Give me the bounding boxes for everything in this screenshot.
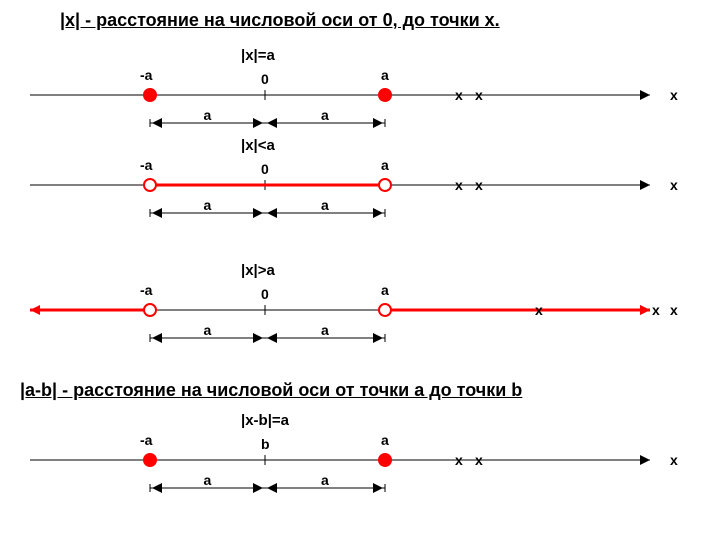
formula-0: |x|=a xyxy=(241,47,275,64)
seg-left-2: a xyxy=(204,322,212,338)
label-x-1: x xyxy=(670,177,678,193)
formula-1: |x|<a xyxy=(241,137,275,154)
axis-x-1: x xyxy=(475,177,483,193)
point-pos-a xyxy=(379,179,391,191)
formula-3: |x-b|=a xyxy=(241,412,289,429)
number-line-2 xyxy=(0,270,720,350)
axis-x-2: x xyxy=(535,302,543,318)
point-neg-a xyxy=(144,179,156,191)
point-neg-a xyxy=(144,454,156,466)
label-neg-a-0: -a xyxy=(140,67,152,83)
number-line-0 xyxy=(0,55,720,135)
label-center-1: 0 xyxy=(261,161,269,177)
seg-right-0: a xyxy=(321,107,329,123)
point-pos-a xyxy=(379,454,391,466)
label-pos-a-1: a xyxy=(381,157,389,173)
label-pos-a-3: a xyxy=(381,432,389,448)
seg-right-1: a xyxy=(321,197,329,213)
x-label-1: x xyxy=(455,177,463,193)
point-pos-a xyxy=(379,304,391,316)
number-line-3 xyxy=(0,420,720,500)
label-center-0: 0 xyxy=(261,71,269,87)
label-pos-a-0: a xyxy=(381,67,389,83)
point-neg-a xyxy=(144,89,156,101)
axis-x-3: x xyxy=(475,452,483,468)
label-x-2: x xyxy=(670,302,678,318)
x-label-0: x xyxy=(455,87,463,103)
label-neg-a-3: -a xyxy=(140,432,152,448)
label-center-3: b xyxy=(261,436,270,452)
label-x-0: x xyxy=(670,87,678,103)
point-pos-a xyxy=(379,89,391,101)
title-2: |a-b| - расстояние на числовой оси от то… xyxy=(20,380,522,401)
point-neg-a xyxy=(144,304,156,316)
seg-left-0: a xyxy=(204,107,212,123)
label-x-3: x xyxy=(670,452,678,468)
seg-right-3: a xyxy=(321,472,329,488)
label-pos-a-2: a xyxy=(381,282,389,298)
label-neg-a-2: -a xyxy=(140,282,152,298)
axis-x-0: x xyxy=(475,87,483,103)
title-1: |x| - расстояние на числовой оси от 0, д… xyxy=(60,10,500,31)
seg-right-2: a xyxy=(321,322,329,338)
x-label-2: x xyxy=(652,302,660,318)
label-center-2: 0 xyxy=(261,286,269,302)
number-line-1 xyxy=(0,145,720,225)
label-neg-a-1: -a xyxy=(140,157,152,173)
formula-2: |x|>a xyxy=(241,262,275,279)
x-label-3: x xyxy=(455,452,463,468)
seg-left-3: a xyxy=(204,472,212,488)
seg-left-1: a xyxy=(204,197,212,213)
